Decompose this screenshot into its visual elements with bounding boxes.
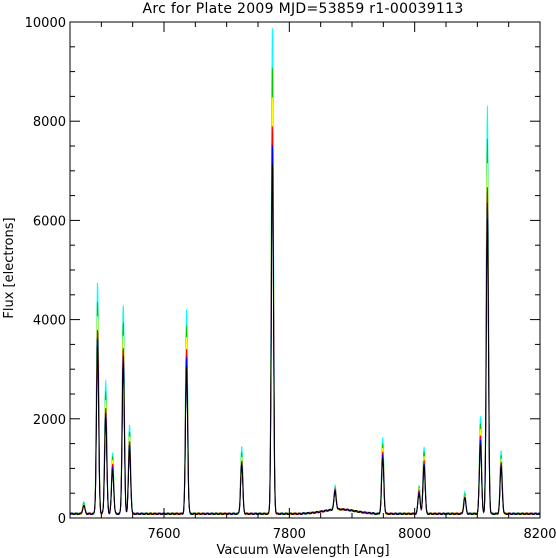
chart-title: Arc for Plate 2009 MJD=53859 r1-00039113 — [142, 1, 463, 17]
y-tick-label: 2000 — [33, 413, 66, 428]
series-layer — [69, 28, 540, 516]
y-tick-label: 8000 — [33, 115, 66, 130]
x-tick-label: 7600 — [147, 527, 180, 542]
x-axis-label: Vacuum Wavelength [Ang] — [216, 543, 389, 558]
spectrum-series-line — [69, 126, 540, 516]
y-tick-label: 10000 — [25, 16, 66, 31]
y-tick-label: 6000 — [33, 214, 66, 229]
spectrum-series-line — [69, 163, 540, 516]
spectrum-series-line — [69, 97, 540, 516]
spectrum-series-line — [69, 144, 540, 516]
spectrum-series-line — [69, 67, 540, 516]
x-tick-label: 8000 — [398, 527, 431, 542]
y-tick-label: 4000 — [33, 314, 66, 329]
x-tick-label: 8200 — [523, 527, 556, 542]
y-tick-label: 0 — [58, 512, 66, 527]
x-tick-label: 7800 — [273, 527, 306, 542]
spectrum-series-line — [69, 28, 540, 516]
plot-frame — [69, 21, 541, 519]
tick-layer: 7600 7800 8000 8200 0 2000 4000 6000 8000 10000 — [25, 16, 556, 542]
y-axis-label: Flux [electrons] — [2, 217, 17, 318]
